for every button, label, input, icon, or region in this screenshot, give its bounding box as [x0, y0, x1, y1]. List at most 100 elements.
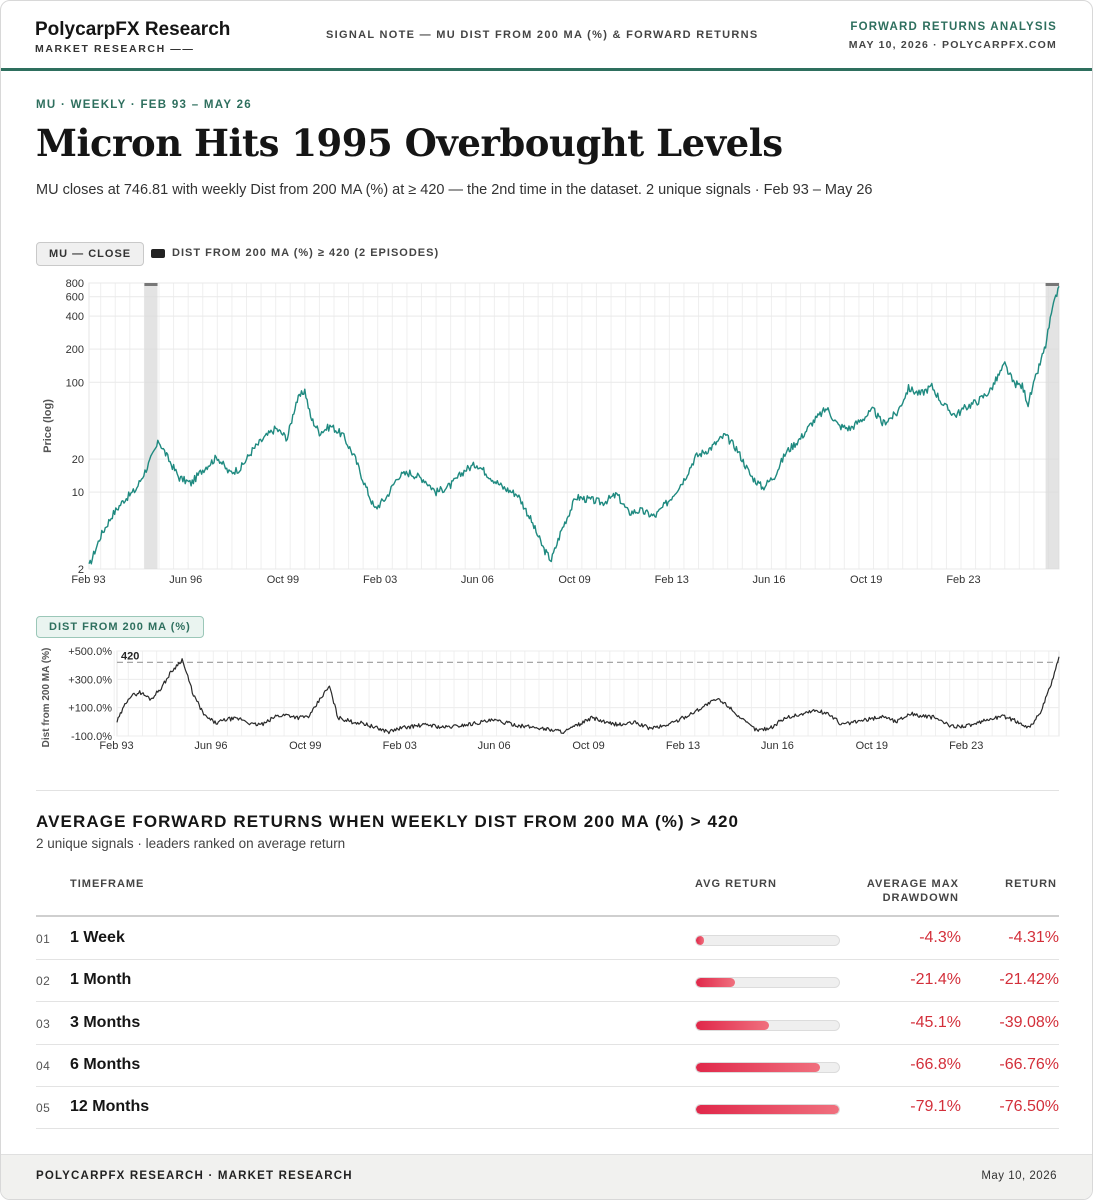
shade-legend-label: DIST FROM 200 MA (%) ≥ 420 (2 EPISODES) — [172, 247, 440, 259]
footer-date: May 10, 2026 — [981, 1170, 1057, 1182]
x-tick-label: Jun 16 — [761, 740, 794, 752]
column-header-timeframe: TIMEFRAME — [70, 878, 145, 890]
row-rank: 02 — [36, 974, 51, 989]
row-rank: 05 — [36, 1101, 51, 1116]
x-tick-label: Feb 23 — [946, 574, 980, 586]
row-timeframe: 1 Week — [70, 929, 125, 946]
header-right-title: FORWARD RETURNS ANALYSIS — [850, 21, 1057, 33]
signal-episode-cap — [1045, 283, 1059, 286]
column-header-drawdown: AVERAGE MAX DRAWDOWN — [867, 878, 959, 904]
section-divider — [36, 790, 1059, 791]
table-subtitle: 2 unique signals · leaders ranked on ave… — [36, 836, 346, 851]
x-tick-label: Feb 13 — [655, 574, 689, 586]
report-header: PolycarpFX Research MARKET RESEARCH —— S… — [1, 1, 1092, 71]
dist-series-line — [116, 656, 1060, 735]
y-tick-label: +100.0% — [68, 703, 112, 715]
table-row[interactable]: 03 3 Months -45.1% -39.08% — [36, 1003, 1059, 1045]
row-return: -76.50% — [999, 1098, 1059, 1116]
x-tick-label: Oct 09 — [572, 740, 604, 752]
brand-name: PolycarpFX Research — [35, 19, 231, 40]
x-tick-label: Oct 99 — [267, 574, 299, 586]
x-tick-label: Feb 03 — [383, 740, 417, 752]
x-tick-label: Jun 96 — [169, 574, 202, 586]
header-right-date: MAY 10, 2026 · POLYCARPFX.COM — [848, 39, 1057, 51]
x-tick-label: Oct 99 — [289, 740, 321, 752]
row-return: -21.42% — [999, 971, 1059, 989]
row-timeframe: 12 Months — [70, 1098, 150, 1116]
x-tick-label: Oct 19 — [856, 740, 888, 752]
shade-legend-swatch — [151, 249, 165, 258]
report-footer: POLYCARPFX RESEARCH · MARKET RESEARCH Ma… — [1, 1154, 1092, 1199]
row-timeframe: 3 Months — [70, 1013, 141, 1031]
avg-return-bar-fill — [696, 1020, 769, 1030]
series-toggle-mu-close[interactable]: MU — CLOSE — [36, 242, 145, 266]
plot-area — [88, 282, 1060, 570]
column-header-avg-return: AVG RETURN — [695, 878, 777, 890]
y-tick-label: 2 — [78, 564, 84, 576]
avg-return-bar — [695, 935, 840, 946]
column-header-drawdown-line1: AVERAGE MAX — [866, 878, 959, 890]
table-title: AVERAGE FORWARD RETURNS WHEN WEEKLY DIST… — [36, 812, 740, 831]
page-subtitle: MU closes at 746.81 with weekly Dist fro… — [36, 182, 873, 198]
y-tick-label: -100.0% — [71, 731, 112, 743]
row-rank: 03 — [36, 1016, 51, 1031]
row-timeframe: 6 Months — [70, 1055, 141, 1073]
avg-return-bar-fill — [696, 978, 735, 988]
y-axis-label: Dist from 200 MA (%) — [41, 648, 52, 748]
avg-return-bar — [695, 977, 840, 989]
signal-episode-cap — [144, 283, 158, 286]
table-row[interactable]: 01 1 Week -4.3% -4.31% — [36, 918, 1059, 960]
kicker: MU · WEEKLY · FEB 93 – MAY 26 — [36, 99, 253, 111]
price-chart: 2 10 20 100 200 400 600 800 Feb 93 Jun 96 Oct 99 Fe… — [42, 278, 1060, 586]
table-header-rule — [36, 915, 1059, 917]
brand-subtitle: MARKET RESEARCH —— — [35, 43, 195, 55]
x-tick-label: Jun 06 — [478, 740, 511, 752]
table-row[interactable]: 04 6 Months -66.8% -66.76% — [36, 1045, 1059, 1087]
avg-return-bar-fill — [696, 1105, 839, 1115]
row-timeframe: 1 Month — [70, 971, 132, 989]
y-tick-label: 400 — [66, 311, 84, 323]
signal-episode-shade — [1045, 283, 1059, 569]
signal-episode-shade — [144, 283, 158, 569]
row-return: -39.08% — [999, 1013, 1059, 1031]
x-tick-label: Feb 93 — [99, 740, 133, 752]
price-series-line — [88, 285, 1060, 565]
y-axis-label: Price (log) — [42, 399, 54, 453]
y-tick-label: +500.0% — [68, 646, 112, 658]
table-row[interactable]: 05 12 Months -79.1% -76.50% — [36, 1087, 1059, 1130]
x-tick-label: Feb 93 — [71, 574, 105, 586]
x-tick-label: Jun 06 — [461, 574, 494, 586]
row-rank: 01 — [36, 932, 51, 946]
row-max-drawdown: -45.1% — [910, 1013, 961, 1031]
threshold-label: 420 — [121, 650, 139, 662]
avg-return-bar-fill — [696, 936, 704, 945]
x-tick-label: Oct 09 — [558, 574, 590, 586]
y-tick-label: 10 — [72, 487, 84, 499]
row-return: -66.76% — [999, 1055, 1059, 1073]
column-header-drawdown-line2: DRAWDOWN — [882, 892, 959, 904]
header-center-title: SIGNAL NOTE — MU DIST FROM 200 MA (%) & … — [326, 29, 759, 41]
y-tick-label: 600 — [66, 292, 84, 304]
series-toggle-dist[interactable]: DIST FROM 200 MA (%) — [36, 616, 204, 638]
table-row[interactable]: 02 1 Month -21.4% -21.42% — [36, 960, 1059, 1003]
column-header-return: RETURN — [1005, 878, 1057, 890]
avg-return-bar-fill — [696, 1062, 821, 1072]
footer-brand: POLYCARPFX RESEARCH · MARKET RESEARCH — [36, 1170, 353, 1182]
y-tick-label: 800 — [66, 278, 84, 290]
x-tick-label: Jun 16 — [752, 574, 785, 586]
row-rank: 04 — [36, 1058, 51, 1073]
y-tick-label: 100 — [66, 377, 84, 389]
row-max-drawdown: -79.1% — [910, 1098, 961, 1116]
x-tick-label: Feb 23 — [949, 740, 983, 752]
row-max-drawdown: -4.3% — [919, 929, 961, 946]
y-tick-label: +300.0% — [68, 674, 112, 686]
x-tick-label: Feb 13 — [666, 740, 700, 752]
x-tick-label: Oct 19 — [850, 574, 882, 586]
avg-return-bar — [695, 1019, 840, 1031]
avg-return-bar — [695, 1104, 840, 1116]
page-title: Micron Hits 1995 Overbought Levels — [36, 121, 783, 165]
x-tick-label: Jun 96 — [194, 740, 227, 752]
row-max-drawdown: -66.8% — [910, 1055, 961, 1073]
row-return: -4.31% — [1008, 929, 1059, 946]
